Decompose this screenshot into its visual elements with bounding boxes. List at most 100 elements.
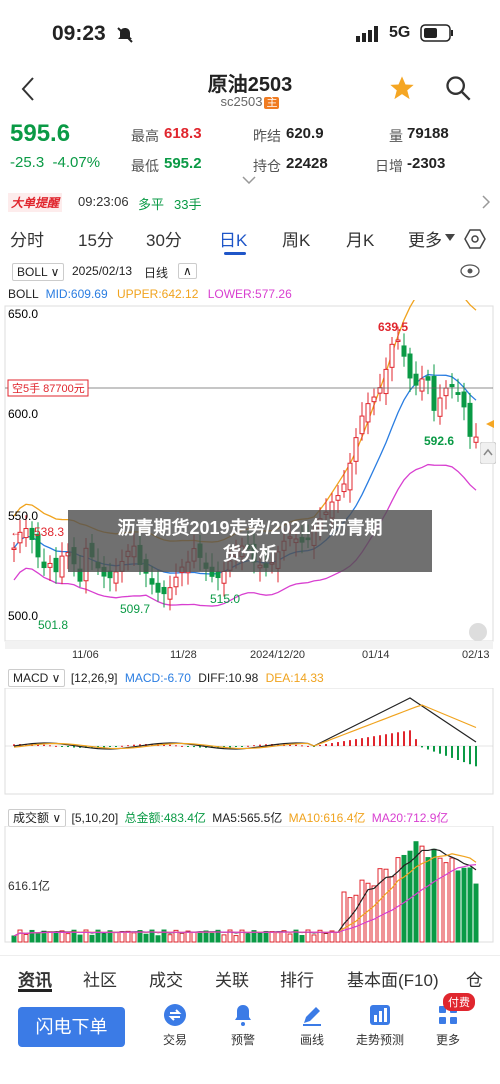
volume-bar bbox=[29, 929, 35, 943]
page-title: 原油2503 bbox=[207, 74, 293, 96]
bottom-tabs: 资讯 社区 成交 关联 排行 基本面(F10) 仓 bbox=[0, 955, 500, 995]
dropdown-arrow-icon[interactable] bbox=[445, 234, 455, 242]
alert-button[interactable]: 预警 bbox=[208, 1003, 278, 1048]
big-order-ticker[interactable]: 大单提醒 09:23:06 多平 33手 bbox=[0, 190, 500, 214]
volume-bar bbox=[329, 930, 335, 943]
prev-close-label: 昨结 bbox=[253, 128, 281, 144]
volume-bar bbox=[371, 885, 377, 943]
macd-bar bbox=[169, 744, 171, 746]
candle-body bbox=[29, 527, 35, 540]
volume-bar bbox=[395, 857, 401, 943]
draw-line-button[interactable]: 画线 bbox=[277, 1003, 347, 1048]
x-label-1: 11/28 bbox=[170, 649, 197, 660]
macd-bar bbox=[163, 744, 165, 746]
x-label-4: 02/13 bbox=[462, 649, 490, 660]
volume-bar bbox=[167, 934, 173, 943]
star-icon[interactable] bbox=[388, 74, 416, 102]
chevron-right-icon[interactable] bbox=[482, 195, 490, 209]
candle-body bbox=[461, 391, 467, 408]
macd-bar bbox=[337, 742, 339, 746]
volume-bar bbox=[71, 929, 77, 943]
volume-bar bbox=[65, 933, 71, 943]
chevron-down-icon: ∨ bbox=[50, 265, 60, 279]
tab-30min[interactable]: 30分 bbox=[146, 231, 182, 250]
period-tabs: 分时 15分 30分 日K 周K 月K 更多 bbox=[0, 218, 500, 258]
back-icon[interactable] bbox=[20, 76, 36, 102]
contract-code: sc2503 bbox=[220, 94, 263, 109]
macd-bar bbox=[373, 736, 375, 746]
tab-community[interactable]: 社区 bbox=[83, 971, 117, 990]
x-label-2: 2024/12/20 bbox=[250, 649, 305, 660]
change-percent: -4.07% bbox=[52, 154, 101, 171]
candle-body bbox=[167, 587, 173, 600]
prev-close-value: 620.9 bbox=[286, 125, 324, 142]
volume-bar bbox=[17, 929, 23, 943]
indicator-select[interactable]: BOLL ∨ bbox=[12, 263, 65, 281]
macd-bar bbox=[385, 734, 387, 746]
tab-monthly[interactable]: 月K bbox=[346, 231, 375, 250]
macd-bar bbox=[463, 746, 465, 763]
high-label: 最高 bbox=[131, 128, 159, 144]
tab-position[interactable]: 仓 bbox=[466, 971, 483, 990]
chevron-down-icon[interactable] bbox=[242, 176, 256, 184]
volume-chart: 616.1亿 bbox=[4, 826, 494, 943]
volume-bar bbox=[89, 934, 95, 943]
candle-body bbox=[53, 557, 59, 573]
boll-legend-title: BOLL bbox=[8, 287, 39, 301]
volume-bar bbox=[185, 930, 191, 943]
predict-label: 走势预测 bbox=[355, 1033, 404, 1047]
search-icon[interactable] bbox=[444, 74, 472, 102]
macd-header: MACD ∨ [12,26,9] MACD:-6.70 DIFF:10.98 D… bbox=[8, 669, 492, 687]
macd-bar bbox=[349, 740, 351, 746]
settings-hexagon-icon[interactable] bbox=[464, 228, 486, 250]
volume-bar bbox=[377, 868, 383, 943]
candle-body bbox=[113, 571, 119, 584]
candle-body bbox=[455, 392, 461, 395]
collapse-button[interactable]: ∧ bbox=[178, 263, 197, 279]
last-price: 595.6 bbox=[10, 120, 71, 147]
ticker-badge: 大单提醒 bbox=[8, 193, 63, 212]
volume-bar bbox=[53, 931, 59, 943]
tab-weekly[interactable]: 周K bbox=[282, 231, 311, 250]
volume-bar bbox=[407, 850, 413, 943]
trend-predict-button[interactable]: 走势预测 bbox=[345, 1003, 415, 1048]
tab-15min[interactable]: 15分 bbox=[78, 231, 114, 250]
macd-bar bbox=[457, 746, 459, 760]
change-value: -25.3 bbox=[10, 154, 45, 171]
candle-body bbox=[383, 368, 389, 395]
trade-button[interactable]: 交易 bbox=[140, 1003, 210, 1048]
tab-trades[interactable]: 成交 bbox=[149, 971, 183, 990]
tab-intraday[interactable]: 分时 bbox=[10, 231, 44, 250]
daily-inc-label: 日增 bbox=[375, 158, 403, 174]
volume-bar bbox=[137, 930, 143, 943]
macd-bar bbox=[133, 744, 135, 746]
volume-bar bbox=[413, 841, 419, 943]
tab-fundamentals[interactable]: 基本面(F10) bbox=[347, 971, 439, 990]
tab-ranking[interactable]: 排行 bbox=[280, 971, 314, 990]
tab-daily[interactable]: 日K bbox=[219, 231, 248, 250]
volume-select[interactable]: 成交额 ∨ bbox=[8, 809, 67, 827]
macd-bar bbox=[367, 737, 369, 746]
flash-order-button[interactable]: 闪电下单 bbox=[18, 1007, 125, 1047]
candle-body bbox=[11, 547, 17, 550]
candle-body bbox=[365, 403, 371, 423]
low-label: 最低 bbox=[131, 158, 159, 174]
macd-bar bbox=[475, 746, 477, 767]
candle-body bbox=[359, 415, 365, 435]
eye-icon[interactable] bbox=[460, 264, 480, 278]
macd-bar bbox=[55, 745, 57, 747]
candle-body bbox=[149, 578, 155, 585]
candle-body bbox=[341, 483, 347, 493]
tab-news[interactable]: 资讯 bbox=[18, 971, 52, 990]
reset-zoom-icon[interactable] bbox=[469, 623, 487, 641]
annot-high: 639.5 bbox=[378, 320, 408, 334]
volume-bar bbox=[35, 932, 41, 943]
macd-bar bbox=[187, 746, 189, 747]
chevron-up-icon[interactable] bbox=[480, 442, 496, 464]
tab-related[interactable]: 关联 bbox=[215, 971, 249, 990]
tab-more[interactable]: 更多 bbox=[408, 231, 442, 250]
macd-select[interactable]: MACD ∨ bbox=[8, 669, 66, 687]
kline-chart[interactable]: 空5手 87700元 650.0 600.0 550.0 500.0 639.5… bbox=[0, 300, 500, 660]
volume-bar bbox=[347, 897, 353, 943]
volume-total: 总金额:483.4亿 bbox=[124, 811, 206, 825]
